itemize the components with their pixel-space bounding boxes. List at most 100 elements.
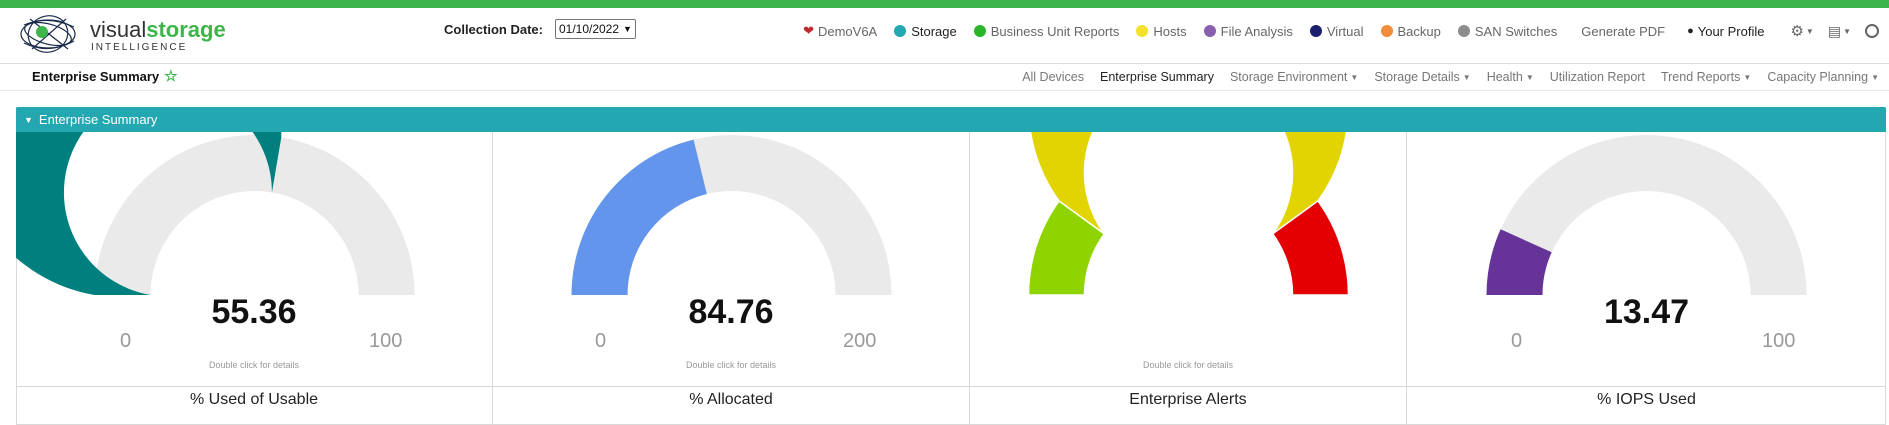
collapse-triangle-icon: ▼ xyxy=(24,114,33,125)
gauge-allocated-chart xyxy=(571,135,892,295)
topnav-item-virtual[interactable]: Virtual xyxy=(1309,23,1364,39)
logo-globe-icon xyxy=(20,15,76,53)
topnav-item-label: Virtual xyxy=(1326,23,1364,39)
gauge-label-enterprise-alerts: Enterprise Alerts xyxy=(970,387,1407,425)
server-icon: ▤ xyxy=(1827,22,1842,39)
topnav-item-san-switches[interactable]: SAN Switches xyxy=(1457,23,1558,39)
gauge-allocated[interactable]: 84.76 0 200 Double click for details xyxy=(493,132,970,387)
subnav-utilization-report[interactable]: Utilization Report xyxy=(1549,70,1645,84)
gauge-fill xyxy=(1486,229,1552,295)
business-unit-dot-icon xyxy=(973,25,986,37)
sub-nav: All Devices Enterprise Summary Storage E… xyxy=(1006,70,1879,84)
topnav-item-label: Backup xyxy=(1397,23,1441,39)
caret-down-icon: ▼ xyxy=(1462,72,1471,82)
server-menu[interactable]: ▤ ▼ xyxy=(1828,23,1851,40)
gauge-iops-used[interactable]: 13.47 0 100 xyxy=(1407,132,1886,387)
topnav-item-label: Storage xyxy=(911,23,957,39)
topnav-item-label: File Analysis xyxy=(1220,23,1293,39)
your-profile-link[interactable]: ● Your Profile xyxy=(1687,24,1764,39)
gauge-min-label: 0 xyxy=(595,330,607,352)
gauge-enterprise-alerts[interactable]: Double click for details xyxy=(970,132,1407,387)
logo-wordmark: visualstorage xyxy=(90,17,226,43)
caret-down-icon: ▼ xyxy=(1525,72,1534,82)
favorite-star-icon[interactable]: ☆ xyxy=(164,68,178,85)
status-circle-icon xyxy=(1865,24,1879,38)
subnav-label: Trend Reports xyxy=(1660,70,1741,84)
topnav-item-business-unit-reports[interactable]: Business Unit Reports xyxy=(973,23,1120,39)
caret-down-icon: ▼ xyxy=(1743,72,1752,82)
backup-dot-icon xyxy=(1380,25,1393,37)
gauge-row: 55.36 0 100 Double click for details 84.… xyxy=(16,132,1886,387)
gauge-label-iops-used: % IOPS Used xyxy=(1597,391,1696,408)
alert-band-high xyxy=(1271,199,1350,296)
subnav-capacity-planning[interactable]: Capacity Planning ▼ xyxy=(1767,70,1879,84)
subnav-all-devices[interactable]: All Devices xyxy=(1022,70,1085,84)
gauge-value: 55.36 xyxy=(211,293,297,331)
page-title: Enterprise Summary ☆ xyxy=(32,69,178,84)
logo-word-visual: visual xyxy=(90,17,147,42)
gauge-label-allocated: % Allocated xyxy=(493,387,970,425)
gauge-max-label: 200 xyxy=(843,330,877,352)
gauge-track xyxy=(1486,135,1807,295)
subnav-label: Storage Environment xyxy=(1229,70,1348,84)
topnav-item-storage[interactable]: Storage xyxy=(894,24,957,39)
person-icon: ● xyxy=(1687,25,1694,37)
gauge-value: 13.47 xyxy=(1603,293,1690,331)
gear-icon: ⚙ xyxy=(1790,23,1804,40)
gauge-used-of-usable[interactable]: 55.36 0 100 Double click for details xyxy=(16,132,493,387)
san-switches-dot-icon xyxy=(1457,25,1470,37)
alert-band-medium xyxy=(1029,132,1348,235)
gauge-min-label: 0 xyxy=(120,330,132,352)
gauge-iops-used-chart xyxy=(1486,135,1807,295)
gauge-hint: Double click for details xyxy=(685,360,777,370)
file-analysis-dot-icon xyxy=(1203,25,1216,37)
topnav-item-label: Hosts xyxy=(1153,23,1187,39)
gauge-fill xyxy=(16,132,282,295)
subnav-label: Capacity Planning xyxy=(1767,70,1869,84)
generate-pdf-link[interactable]: Generate PDF xyxy=(1581,23,1666,39)
logo[interactable]: visualstorage INTELLIGENCE xyxy=(18,11,228,59)
gauge-label-used-of-usable: % Used of Usable xyxy=(16,387,493,425)
topnav-item-label: DemoV6A xyxy=(817,23,878,39)
gauge-min-label: 0 xyxy=(1511,330,1523,352)
subnav-enterprise-summary[interactable]: Enterprise Summary xyxy=(1100,70,1214,84)
subnav-health[interactable]: Health ▼ xyxy=(1487,70,1534,84)
hosts-dot-icon xyxy=(1136,25,1149,37)
topnav-item-file-analysis[interactable]: File Analysis xyxy=(1203,23,1293,39)
gauge-enterprise-alerts-chart xyxy=(1027,132,1350,296)
caret-down-icon: ▼ xyxy=(1350,72,1359,82)
subnav-label: Health xyxy=(1486,70,1523,84)
subnav-storage-details[interactable]: Storage Details ▼ xyxy=(1374,70,1470,84)
topnav-item-hosts[interactable]: Hosts xyxy=(1136,23,1187,39)
topnav-item-label: SAN Switches xyxy=(1474,23,1558,39)
status-button[interactable] xyxy=(1865,24,1879,38)
panel-title: Enterprise Summary xyxy=(38,112,158,127)
caret-down-icon: ▼ xyxy=(1843,26,1851,36)
gauge-max-label: 100 xyxy=(1762,330,1796,352)
collection-date-select[interactable]: 01/10/2022 ▼ xyxy=(554,19,636,39)
topnav-item-backup[interactable]: Backup xyxy=(1380,23,1441,39)
storage-dot-icon xyxy=(894,25,907,37)
page-title-text: Enterprise Summary xyxy=(32,69,160,84)
topnav-item-demov6a[interactable]: ❤ DemoV6A xyxy=(803,23,877,39)
subnav-storage-environment[interactable]: Storage Environment ▼ xyxy=(1230,70,1358,84)
gauge-used-of-usable-chart xyxy=(16,132,415,295)
subnav-trend-reports[interactable]: Trend Reports ▼ xyxy=(1661,70,1751,84)
panel-header[interactable]: ▼ Enterprise Summary xyxy=(16,107,1886,132)
sub-nav-bar: Enterprise Summary ☆ All Devices Enterpr… xyxy=(0,65,1889,91)
collection-date: Collection Date: 01/10/2022 ▼ xyxy=(444,17,636,41)
top-nav: ❤ DemoV6A Storage Business Unit Reports … xyxy=(786,20,1879,42)
gauge-value: 84.76 xyxy=(688,293,774,331)
settings-menu[interactable]: ⚙ ▼ xyxy=(1790,22,1813,40)
gauge-hint: Double click for details xyxy=(1142,360,1234,370)
caret-down-icon: ▼ xyxy=(1871,72,1879,82)
logo-word-storage: storage xyxy=(146,17,226,42)
caret-down-icon: ▼ xyxy=(1805,26,1814,36)
topnav-item-label: Business Unit Reports xyxy=(990,23,1120,39)
gauge-label-row: % Used of Usable % Allocated Enterprise … xyxy=(16,387,1886,425)
gauge-track xyxy=(94,135,415,295)
chevron-down-icon: ▼ xyxy=(623,24,632,34)
gauge-max-label: 100 xyxy=(369,330,403,352)
subnav-label: Storage Details xyxy=(1374,70,1460,84)
virtual-dot-icon xyxy=(1309,25,1322,37)
